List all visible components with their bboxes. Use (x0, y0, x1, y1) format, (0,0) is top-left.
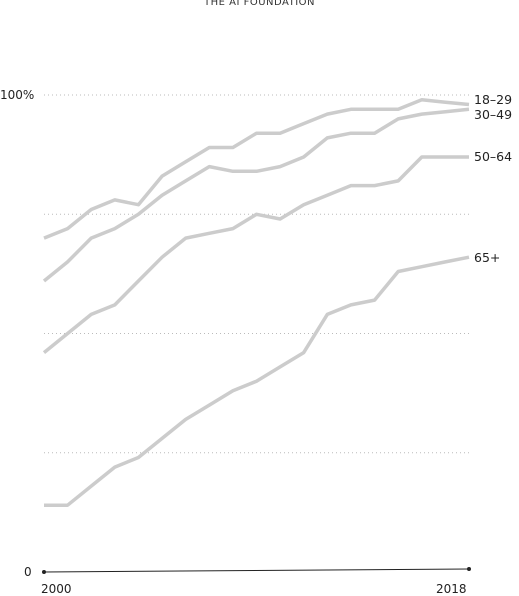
x-axis-end-dot (467, 567, 471, 571)
tick-labels: 0 100% 2000 2018 (0, 88, 467, 596)
series-label-3: 65+ (474, 250, 500, 265)
x-tick-end: 2018 (436, 582, 467, 596)
x-axis-line (43, 568, 470, 573)
header-title: THE AI FOUNDATION (203, 0, 315, 8)
y-tick-100: 100% (0, 88, 34, 102)
series-line-1 (42, 107, 470, 283)
grid-lines (44, 94, 469, 454)
series-lines (42, 98, 470, 507)
series-label-1: 30–49 (474, 107, 512, 122)
series-label-2: 50–64 (474, 149, 512, 164)
series-line-0 (43, 98, 470, 240)
series-line-2 (42, 155, 469, 354)
series-label-0: 18–29 (474, 92, 512, 107)
chart-header: THE AI FOUNDATION (0, 0, 519, 10)
x-axis (42, 567, 471, 574)
series-line-3 (44, 255, 470, 507)
x-tick-start: 2000 (41, 582, 72, 596)
x-axis-start-dot (42, 570, 46, 574)
y-tick-0: 0 (24, 565, 32, 579)
